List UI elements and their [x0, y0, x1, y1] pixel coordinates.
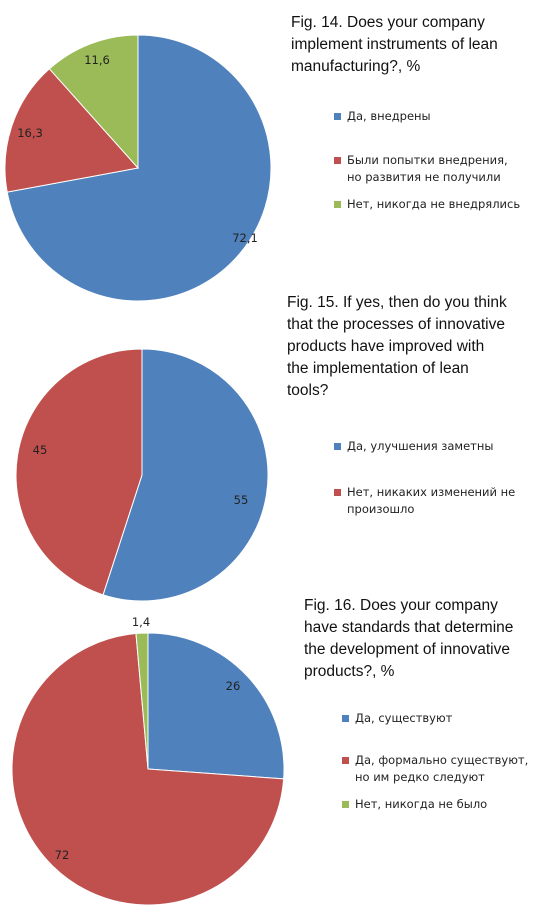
legend-swatch: [334, 113, 341, 120]
fig16-title-line-2: have standards that determine: [304, 619, 514, 636]
pie-slice-1: [6, 34, 272, 302]
pie-data-label-1: 26: [226, 679, 241, 693]
fig14-title-line-3: manufacturing?, %: [291, 58, 421, 75]
pie-slice-2: [11, 632, 285, 906]
fig15-title-line-5: tools?: [287, 382, 329, 399]
fig14-legend-item-3: Нет, никогда не внедрялись: [334, 196, 520, 213]
fig14-title-line-1: Fig. 14. Does your company: [291, 14, 485, 31]
legend-label: Нет, никогда не внедрялись: [347, 197, 521, 211]
pie-data-label-3: 11,6: [84, 53, 110, 67]
pie-chart-fig16: 26 72 1,4: [11, 615, 285, 906]
fig16-title-line-4: products?, %: [304, 663, 395, 680]
pie-slice-1: [102, 348, 269, 602]
fig15-title-line-2: that the processes of innovative: [287, 316, 505, 333]
fig15-legend-item-1: Да, улучшения заметны: [334, 438, 493, 455]
fig15-title-line-4: the implementation of lean: [287, 360, 469, 377]
pie-data-label-3: 1,4: [132, 615, 150, 629]
fig16-legend-item-3: Нет, никогда не было: [342, 796, 487, 813]
legend-swatch: [334, 157, 341, 164]
legend-swatch: [342, 801, 349, 808]
fig16-legend-item-1: Да, существуют: [342, 710, 452, 727]
pie-slice-1: [147, 632, 285, 780]
fig15-legend-item-2: Нет, никаких изменений не произошло: [334, 484, 515, 518]
fig14-title-line-2: implement instruments of lean: [291, 36, 498, 53]
fig14-legend-item-2: Были попытки внедрения, но развития не п…: [334, 152, 508, 186]
legend-swatch: [342, 715, 349, 722]
legend-label: Были попытки внедрения, но развития не п…: [347, 153, 508, 184]
pie-slice-2: [15, 348, 143, 596]
legend-swatch: [342, 757, 349, 764]
pie-data-label-2: 45: [33, 443, 48, 457]
fig14-title: Fig. 14. Does your company implement ins…: [291, 12, 498, 78]
legend-label: Да, формально существуют, но им редко сл…: [355, 753, 529, 784]
fig14-legend-item-1: Да, внедрены: [334, 108, 431, 125]
pie-data-label-1: 72,1: [232, 231, 258, 245]
fig16-title-line-3: the development of innovative: [304, 641, 510, 658]
legend-label: Нет, никогда не было: [355, 797, 488, 811]
legend-swatch: [334, 489, 341, 496]
legend-label: Нет, никаких изменений не произошло: [347, 485, 516, 516]
fig16-legend-item-2: Да, формально существуют, но им редко сл…: [342, 752, 528, 786]
legend-swatch: [334, 443, 341, 450]
pie-data-label-2: 16,3: [17, 126, 43, 140]
legend-label: Да, внедрены: [347, 109, 431, 123]
legend-label: Да, существуют: [355, 711, 453, 725]
pie-data-label-1: 55: [234, 493, 249, 507]
pie-slice-3: [135, 632, 149, 770]
legend-swatch: [334, 201, 341, 208]
pie-slice-2: [4, 68, 139, 193]
pie-chart-fig14: 72,1 16,3 11,6: [4, 34, 272, 302]
legend-label: Да, улучшения заметны: [347, 439, 494, 453]
pie-chart-fig15: 55 45: [15, 348, 269, 602]
fig16-title: Fig. 16. Does your company have standard…: [304, 595, 513, 683]
fig16-title-line-1: Fig. 16. Does your company: [304, 597, 498, 614]
pie-slice-3: [48, 34, 139, 170]
fig15-title-line-3: products have improved with: [287, 338, 485, 355]
fig15-title: Fig. 15. If yes, then do you think that …: [287, 292, 507, 402]
fig15-title-line-1: Fig. 15. If yes, then do you think: [287, 294, 507, 311]
pie-data-label-2: 72: [55, 848, 70, 862]
